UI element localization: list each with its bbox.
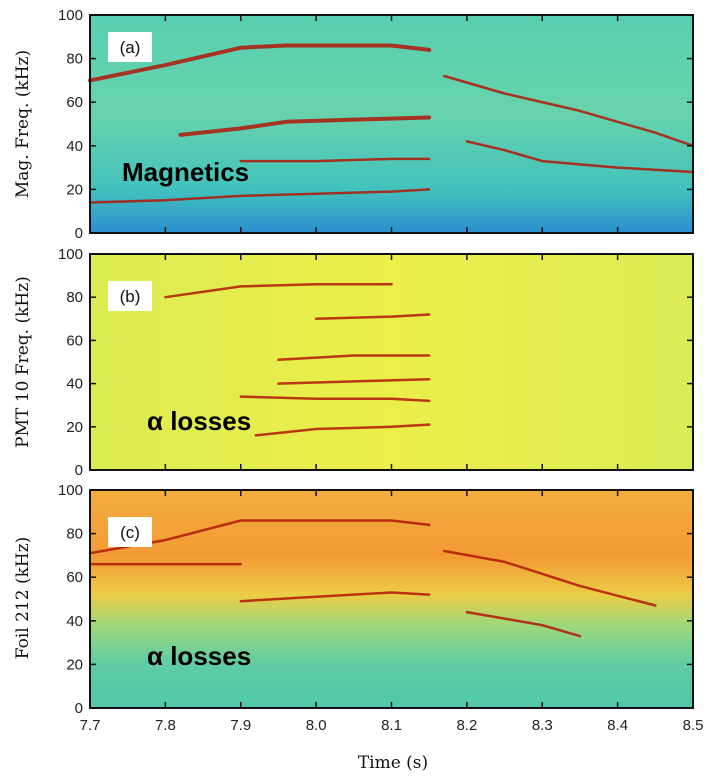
panel-b-label: (b) bbox=[120, 287, 141, 306]
panel-b-mode-line bbox=[254, 423, 431, 437]
panel-a-label-box bbox=[108, 32, 152, 62]
x-tick-label: 7.7 bbox=[80, 717, 101, 734]
panel-c-mode-line bbox=[443, 549, 657, 607]
y-tick-label: 60 bbox=[66, 332, 83, 349]
panel-b-ylabel: PMT 10 Freq. (kHz) bbox=[13, 276, 33, 448]
y-tick-label: 0 bbox=[75, 225, 83, 242]
x-tick-label: 8.2 bbox=[456, 717, 477, 734]
y-tick-label: 0 bbox=[75, 462, 83, 479]
y-tick-label: 60 bbox=[66, 569, 83, 586]
panel-b-mode-line bbox=[277, 378, 431, 385]
y-tick-label: 20 bbox=[66, 181, 83, 198]
x-tick-label: 7.8 bbox=[155, 717, 176, 734]
y-tick-label: 40 bbox=[66, 138, 83, 155]
panel-b-annotation: α losses bbox=[147, 406, 251, 436]
x-tick-label: 8.1 bbox=[381, 717, 402, 734]
x-tick-label: 8.5 bbox=[683, 717, 704, 734]
y-tick-label: 0 bbox=[75, 700, 83, 717]
x-tick-label: 8.3 bbox=[532, 717, 553, 734]
x-tick-label: 8.4 bbox=[607, 717, 628, 734]
y-tick-label: 80 bbox=[66, 526, 83, 543]
y-tick-label: 100 bbox=[58, 482, 83, 499]
x-axis-ticks: 7.7 7.8 7.9 8.0 8.1 8.2 8.3 8.4 8.5 bbox=[80, 717, 704, 734]
panel-a-heatmap bbox=[90, 15, 693, 233]
y-tick-label: 100 bbox=[58, 246, 83, 263]
panel-a-mode-line bbox=[239, 157, 431, 163]
y-tick-label: 100 bbox=[58, 7, 83, 24]
panel-c-mode-lines bbox=[88, 519, 657, 638]
panel-b-mode-lines bbox=[164, 282, 431, 437]
panel-a-label: (a) bbox=[120, 38, 141, 57]
panel-b-mode-line bbox=[277, 354, 431, 362]
panel-b-y-ticks: 0 20 40 60 80 100 bbox=[58, 246, 694, 479]
panel-c-annotation: α losses bbox=[147, 641, 251, 671]
panel-c-mode-line bbox=[465, 610, 582, 638]
x-tick-label: 7.9 bbox=[230, 717, 251, 734]
panel-a-mode-line bbox=[178, 115, 432, 137]
panel-a-mode-line bbox=[465, 140, 695, 174]
panel-a-mode-line bbox=[88, 188, 431, 204]
panel-a-ylabel: Mag. Freq. (kHz) bbox=[13, 50, 33, 198]
panel-b-mode-line bbox=[239, 395, 431, 403]
panel-c-label: (c) bbox=[120, 523, 140, 542]
panel-c-ylabel: Foil 212 (kHz) bbox=[13, 537, 33, 660]
y-tick-label: 40 bbox=[66, 613, 83, 630]
panel-a-y-ticks: 0 20 40 60 80 100 bbox=[58, 7, 694, 242]
y-tick-label: 60 bbox=[66, 94, 83, 111]
panel-b-mode-line bbox=[314, 313, 431, 321]
panel-b: 0 20 40 60 80 100 (b) α losses PMT 10 Freq. (… bbox=[13, 246, 694, 479]
panel-c-heatmap bbox=[90, 490, 693, 708]
panel-a-mode-lines bbox=[88, 43, 695, 204]
y-tick-label: 20 bbox=[66, 656, 83, 673]
x-tick-label: 8.0 bbox=[306, 717, 327, 734]
panel-c-mode-line bbox=[239, 591, 431, 603]
panel-a-mode-line bbox=[443, 74, 695, 148]
panel-b-heatmap bbox=[90, 254, 693, 470]
panel-a-annotation: Magnetics bbox=[122, 157, 249, 187]
panel-c-label-box bbox=[108, 517, 152, 547]
panel-b-mode-line bbox=[164, 282, 393, 299]
panel-c: 0 20 40 60 80 100 (c) α losses Foil 212 (kHz) bbox=[13, 482, 694, 717]
panel-c-y-ticks: 0 20 40 60 80 100 bbox=[58, 482, 694, 717]
panel-b-label-box bbox=[108, 281, 152, 311]
y-tick-label: 80 bbox=[66, 51, 83, 68]
x-axis-label: Time (s) bbox=[358, 753, 428, 773]
panel-c-mode-line bbox=[88, 519, 431, 555]
panel-a-mode-line bbox=[88, 43, 432, 83]
y-tick-label: 20 bbox=[66, 419, 83, 436]
y-tick-label: 80 bbox=[66, 289, 83, 306]
y-tick-label: 40 bbox=[66, 376, 83, 393]
panel-a: 0 20 40 60 80 100 (a) Magnetics Mag. Freq. (k… bbox=[13, 7, 695, 242]
